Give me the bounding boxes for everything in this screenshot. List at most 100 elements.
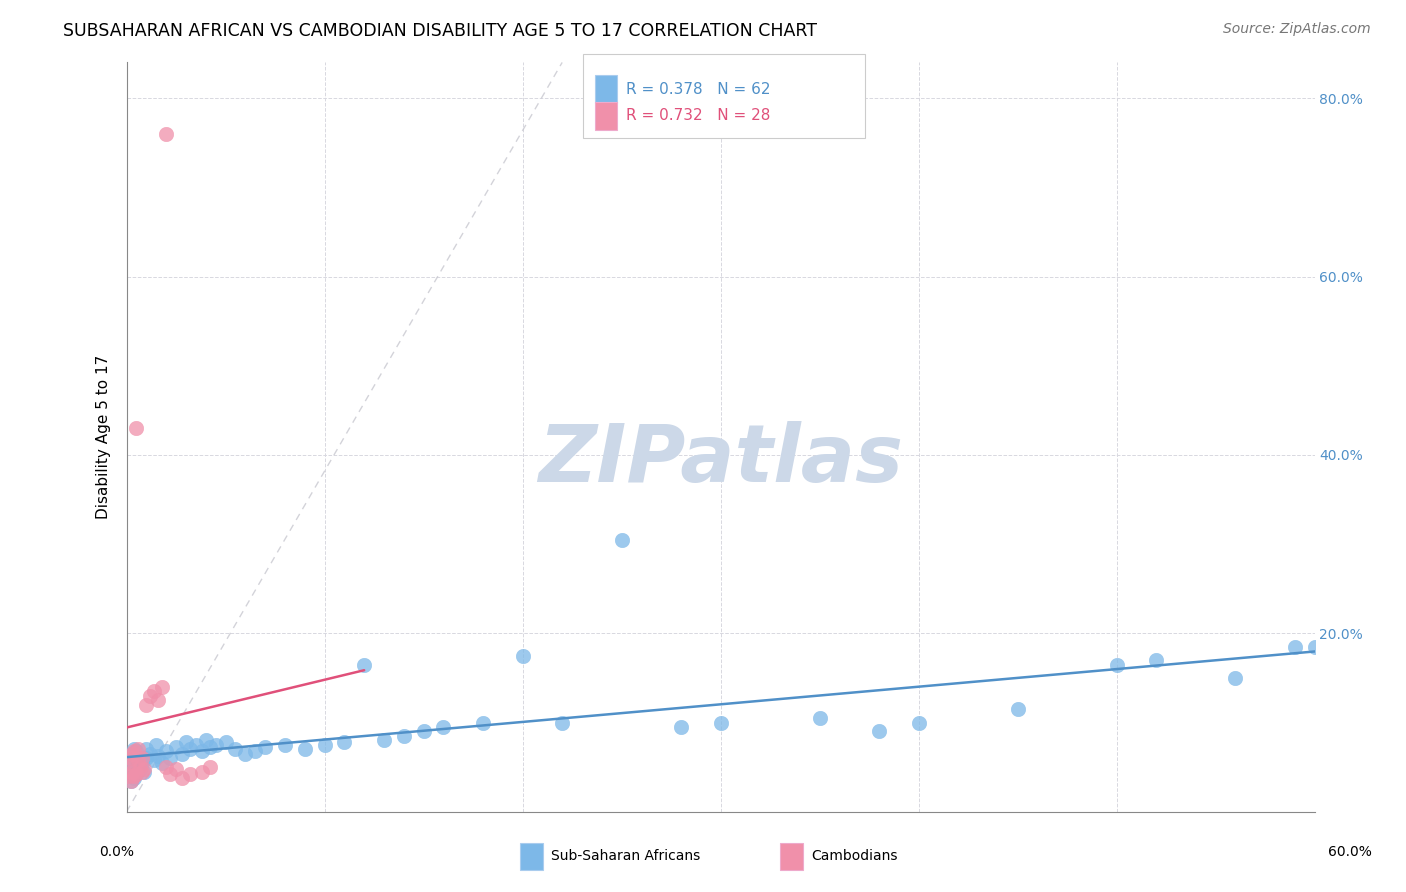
- Point: [184, 738, 207, 752]
- Point: [127, 742, 149, 756]
- Point: [125, 767, 148, 781]
- Point: [159, 751, 181, 765]
- Point: [353, 657, 375, 672]
- Point: [120, 773, 142, 788]
- Point: [143, 753, 166, 767]
- Point: [155, 760, 177, 774]
- Point: [194, 733, 217, 747]
- Point: [198, 740, 221, 755]
- Point: [125, 744, 148, 758]
- Point: [139, 747, 162, 761]
- Point: [1303, 640, 1326, 654]
- Point: [120, 751, 142, 765]
- Point: [314, 738, 336, 752]
- Text: 0.0%: 0.0%: [100, 845, 134, 859]
- Point: [117, 769, 139, 783]
- Point: [412, 724, 434, 739]
- Point: [131, 751, 153, 765]
- Point: [214, 735, 236, 749]
- Point: [274, 738, 297, 752]
- Point: [1105, 657, 1128, 672]
- Point: [124, 769, 146, 783]
- Point: [139, 689, 162, 703]
- Point: [1144, 653, 1167, 667]
- Point: [124, 742, 146, 756]
- Point: [127, 753, 149, 767]
- Text: R = 0.378   N = 62: R = 0.378 N = 62: [626, 82, 770, 96]
- Point: [120, 773, 142, 788]
- Point: [868, 724, 890, 739]
- Point: [233, 747, 257, 761]
- Text: R = 0.732   N = 28: R = 0.732 N = 28: [626, 109, 770, 123]
- Point: [117, 756, 139, 770]
- Point: [432, 720, 454, 734]
- Point: [1225, 671, 1247, 685]
- Point: [551, 715, 574, 730]
- Point: [155, 127, 177, 141]
- Point: [129, 760, 152, 774]
- Point: [179, 742, 201, 756]
- Point: [134, 762, 156, 776]
- Point: [127, 753, 149, 767]
- Point: [143, 684, 166, 698]
- Point: [610, 533, 633, 547]
- Point: [124, 771, 146, 785]
- Text: Cambodians: Cambodians: [811, 849, 898, 863]
- Point: [191, 744, 214, 758]
- Point: [131, 764, 153, 779]
- Point: [155, 744, 177, 758]
- Point: [131, 756, 153, 770]
- Point: [512, 648, 534, 663]
- Point: [165, 740, 187, 755]
- Point: [907, 715, 929, 730]
- Point: [472, 715, 495, 730]
- Point: [669, 720, 692, 734]
- Point: [135, 751, 157, 765]
- Point: [710, 715, 733, 730]
- Point: [165, 762, 187, 776]
- Point: [1007, 702, 1029, 716]
- Point: [134, 764, 156, 779]
- Text: SUBSAHARAN AFRICAN VS CAMBODIAN DISABILITY AGE 5 TO 17 CORRELATION CHART: SUBSAHARAN AFRICAN VS CAMBODIAN DISABILI…: [63, 22, 817, 40]
- Point: [121, 747, 143, 761]
- Text: 60.0%: 60.0%: [1327, 845, 1372, 859]
- Point: [148, 693, 170, 707]
- Point: [135, 742, 157, 756]
- Point: [808, 711, 831, 725]
- Point: [392, 729, 415, 743]
- Point: [135, 698, 157, 712]
- Point: [179, 767, 201, 781]
- Point: [117, 769, 139, 783]
- Point: [121, 747, 143, 761]
- Point: [148, 749, 170, 764]
- Point: [150, 756, 173, 770]
- Point: [150, 680, 173, 694]
- Point: [254, 740, 277, 755]
- Point: [170, 747, 193, 761]
- Point: [333, 735, 356, 749]
- Point: [1284, 640, 1306, 654]
- Point: [373, 733, 395, 747]
- Point: [121, 764, 143, 779]
- Y-axis label: Disability Age 5 to 17: Disability Age 5 to 17: [96, 355, 111, 519]
- Point: [159, 767, 181, 781]
- Text: Source: ZipAtlas.com: Source: ZipAtlas.com: [1223, 22, 1371, 37]
- Point: [120, 751, 142, 765]
- Point: [124, 744, 146, 758]
- Point: [125, 421, 148, 435]
- Point: [191, 764, 214, 779]
- Point: [204, 738, 226, 752]
- Point: [117, 756, 139, 770]
- Point: [245, 744, 267, 758]
- Point: [294, 742, 316, 756]
- Text: Sub-Saharan Africans: Sub-Saharan Africans: [551, 849, 700, 863]
- Point: [127, 760, 149, 774]
- Point: [174, 735, 197, 749]
- Point: [121, 764, 143, 779]
- Point: [145, 738, 167, 752]
- Point: [224, 742, 246, 756]
- Text: ZIPatlas: ZIPatlas: [538, 420, 903, 499]
- Point: [170, 771, 193, 785]
- Point: [129, 762, 152, 776]
- Point: [198, 760, 221, 774]
